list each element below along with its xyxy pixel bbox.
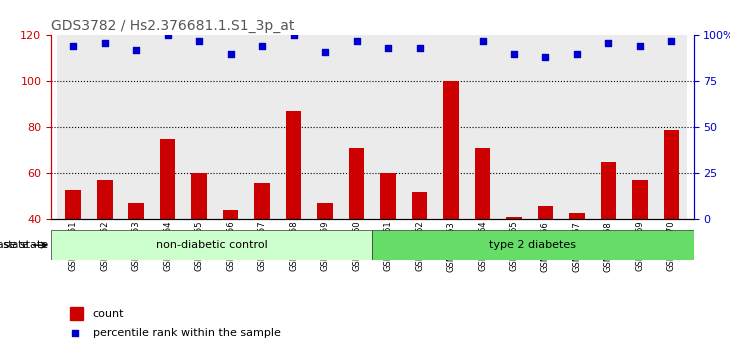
Point: [603, 40, 615, 46]
Point: [130, 47, 142, 53]
Bar: [97, 181, 112, 219]
Bar: [466, 35, 499, 219]
Bar: [278, 35, 310, 219]
Bar: [183, 35, 215, 219]
Bar: [349, 148, 364, 219]
Bar: [223, 210, 239, 312]
Bar: [561, 35, 593, 219]
Text: percentile rank within the sample: percentile rank within the sample: [93, 328, 281, 338]
FancyBboxPatch shape: [51, 230, 372, 260]
Bar: [97, 181, 112, 312]
Point: [383, 45, 394, 51]
Bar: [128, 203, 144, 312]
Bar: [412, 192, 427, 312]
Bar: [506, 217, 522, 312]
Bar: [656, 35, 687, 219]
Point: [193, 38, 205, 44]
Text: type 2 diabetes: type 2 diabetes: [489, 240, 577, 250]
Point: [69, 330, 81, 336]
Bar: [318, 203, 333, 312]
Bar: [569, 212, 585, 219]
Point: [445, 27, 457, 33]
Bar: [341, 35, 372, 219]
Point: [508, 51, 520, 57]
Bar: [537, 206, 553, 219]
Bar: [404, 35, 435, 219]
Bar: [160, 139, 175, 312]
Bar: [254, 183, 270, 312]
Bar: [191, 173, 207, 219]
Bar: [310, 35, 341, 219]
Bar: [499, 35, 530, 219]
Bar: [89, 35, 120, 219]
Bar: [506, 217, 522, 219]
Text: GDS3782 / Hs2.376681.1.S1_3p_at: GDS3782 / Hs2.376681.1.S1_3p_at: [51, 19, 294, 33]
Point: [477, 38, 488, 44]
Bar: [412, 192, 427, 219]
Text: disease state: disease state: [0, 240, 48, 250]
Text: count: count: [93, 309, 124, 319]
Bar: [285, 111, 301, 312]
Point: [634, 44, 646, 49]
Bar: [664, 130, 680, 312]
Bar: [318, 203, 333, 219]
Point: [571, 51, 583, 57]
Point: [350, 38, 362, 44]
Bar: [530, 35, 561, 219]
Point: [666, 38, 677, 44]
Bar: [349, 148, 364, 312]
Bar: [58, 35, 89, 219]
Bar: [569, 212, 585, 312]
Bar: [632, 181, 648, 312]
Bar: [254, 183, 270, 219]
Bar: [632, 181, 648, 219]
Bar: [474, 148, 491, 312]
Bar: [624, 35, 656, 219]
Bar: [215, 35, 246, 219]
Bar: [601, 162, 616, 312]
Point: [99, 40, 110, 46]
Bar: [474, 148, 491, 219]
Bar: [435, 35, 466, 219]
Bar: [601, 162, 616, 219]
Bar: [537, 206, 553, 312]
Bar: [246, 35, 278, 219]
Bar: [160, 139, 175, 219]
Bar: [120, 35, 152, 219]
Text: disease state: disease state: [0, 240, 28, 250]
Bar: [152, 35, 183, 219]
Bar: [380, 173, 396, 219]
FancyBboxPatch shape: [372, 230, 694, 260]
Bar: [664, 130, 680, 219]
Bar: [443, 81, 459, 219]
Bar: [443, 81, 459, 312]
Bar: [285, 111, 301, 219]
Bar: [70, 307, 83, 320]
Point: [288, 33, 299, 38]
Point: [225, 51, 237, 57]
Bar: [65, 190, 81, 312]
Point: [256, 44, 268, 49]
Bar: [223, 210, 239, 219]
Bar: [128, 203, 144, 219]
Point: [162, 33, 174, 38]
Point: [414, 45, 426, 51]
Bar: [191, 173, 207, 312]
Point: [67, 44, 79, 49]
Text: non-diabetic control: non-diabetic control: [155, 240, 268, 250]
Point: [319, 49, 331, 55]
Bar: [65, 189, 81, 219]
Point: [539, 55, 551, 60]
Bar: [380, 173, 396, 312]
Bar: [372, 35, 404, 219]
Bar: [593, 35, 624, 219]
